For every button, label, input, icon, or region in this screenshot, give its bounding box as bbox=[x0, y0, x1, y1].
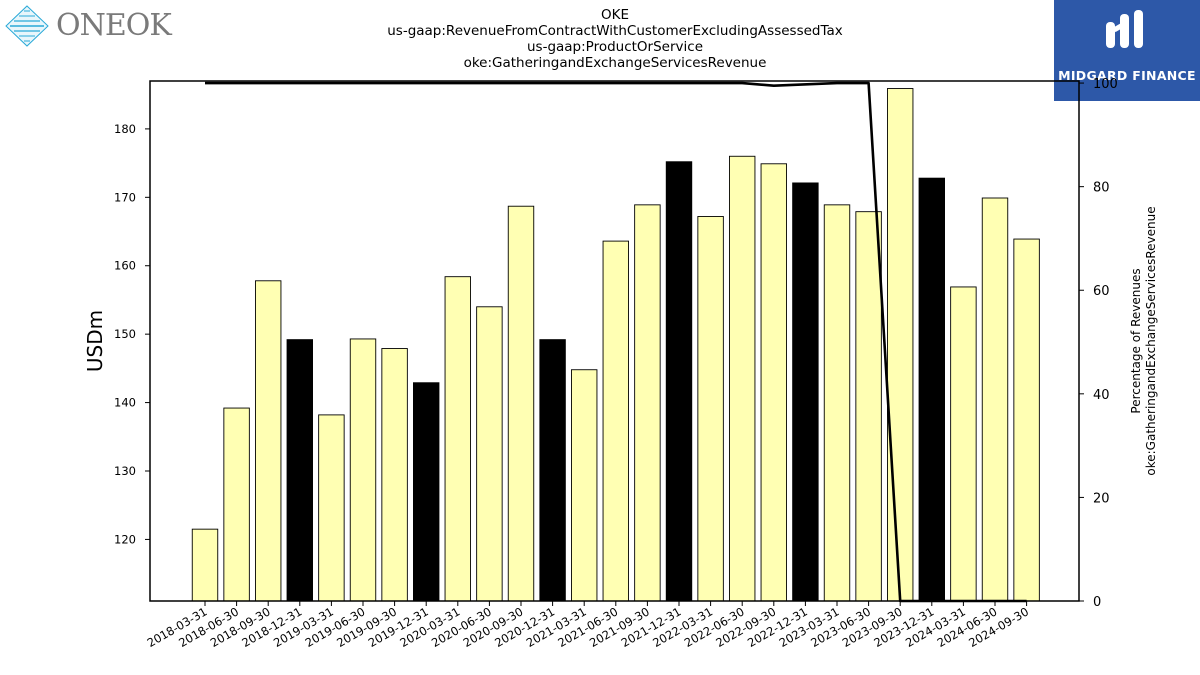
title-line-ticker: OKE bbox=[600, 7, 629, 23]
bar-2023-03-31 bbox=[823, 204, 851, 602]
left-tick-label-150: 150 bbox=[114, 327, 136, 341]
bar-2023-09-30 bbox=[887, 88, 914, 602]
left-tick-label-160: 160 bbox=[114, 259, 136, 273]
right-tick-label-100: 100 bbox=[1093, 77, 1118, 92]
oneok-diamond-icon bbox=[5, 5, 49, 47]
bar-2022-09-30 bbox=[760, 163, 787, 602]
bar-2022-12-31 bbox=[792, 182, 819, 602]
bar-2024-03-31 bbox=[950, 286, 977, 602]
left-tick-label-140: 140 bbox=[114, 396, 136, 410]
bar-2020-06-30 bbox=[476, 306, 503, 602]
bar-2018-12-31 bbox=[286, 339, 313, 602]
title-line-member: oke:GatheringandExchangeServicesRevenue bbox=[463, 55, 767, 71]
oneok-logo: ONEOK bbox=[4, 4, 172, 48]
secondary-axis-label-line2: oke:GatheringandExchangeServicesRevenue bbox=[1144, 206, 1158, 475]
bar-2018-09-30 bbox=[254, 280, 282, 602]
bar-2021-06-30 bbox=[602, 240, 629, 602]
left-tick-label-180: 180 bbox=[114, 122, 136, 136]
secondary-axis-label-line1: Percentage of Revenues bbox=[1129, 268, 1143, 413]
bar-2022-06-30 bbox=[729, 155, 756, 602]
x-axis: 2018-03-312018-06-302018-09-302018-12-31… bbox=[145, 601, 1031, 650]
right-tick-label-20: 20 bbox=[1093, 491, 1110, 506]
bar-2022-03-31 bbox=[697, 216, 724, 602]
percentage-line bbox=[205, 81, 1027, 603]
bar-2018-06-30 bbox=[223, 407, 250, 602]
title-line-concept: us-gaap:RevenueFromContractWithCustomerE… bbox=[387, 23, 843, 39]
y-axis-label: USDm bbox=[83, 310, 107, 372]
right-axis: 0 20 40 60 80 100 bbox=[1079, 77, 1118, 610]
bar-2020-12-31 bbox=[539, 339, 566, 602]
midgard-m-icon bbox=[1106, 10, 1143, 48]
bar-2024-06-30 bbox=[981, 197, 1009, 602]
plot-frame bbox=[149, 80, 1080, 602]
left-tick-label-120: 120 bbox=[114, 532, 136, 546]
left-tick-label-170: 170 bbox=[114, 190, 136, 204]
bar-2019-03-31 bbox=[318, 414, 345, 602]
bar-2019-06-30 bbox=[349, 338, 377, 602]
bar-2020-09-30 bbox=[507, 205, 535, 602]
right-tick-label-40: 40 bbox=[1093, 388, 1110, 403]
right-tick-label-60: 60 bbox=[1093, 284, 1110, 299]
bar-2023-06-30 bbox=[855, 211, 882, 602]
chart-title-block: OKE us-gaap:RevenueFromContractWithCusto… bbox=[0, 7, 1200, 71]
left-tick-label-130: 130 bbox=[114, 464, 136, 478]
right-tick-label-80: 80 bbox=[1093, 181, 1110, 196]
bar-2019-12-31 bbox=[413, 382, 440, 602]
bar-2024-09-30 bbox=[1013, 238, 1040, 602]
oneok-logo-text: ONEOK bbox=[56, 8, 172, 43]
left-axis: 120 130 140 150 160 170 180 bbox=[114, 122, 150, 546]
bar-2021-03-31 bbox=[571, 369, 598, 602]
bar-2018-03-31 bbox=[191, 528, 219, 602]
midgard-finance-text: MIDGARD FINANCE bbox=[1058, 68, 1196, 83]
bar-2023-12-31 bbox=[918, 177, 945, 602]
right-tick-label-0: 0 bbox=[1093, 595, 1101, 610]
bar-2020-03-31 bbox=[444, 276, 471, 602]
bar-2021-12-31 bbox=[665, 161, 693, 602]
bar-2019-09-30 bbox=[381, 348, 408, 602]
bar-series bbox=[191, 88, 1040, 602]
bar-2021-09-30 bbox=[634, 204, 661, 602]
title-line-axis: us-gaap:ProductOrService bbox=[526, 39, 704, 55]
percentage-line-layer bbox=[205, 81, 1027, 603]
